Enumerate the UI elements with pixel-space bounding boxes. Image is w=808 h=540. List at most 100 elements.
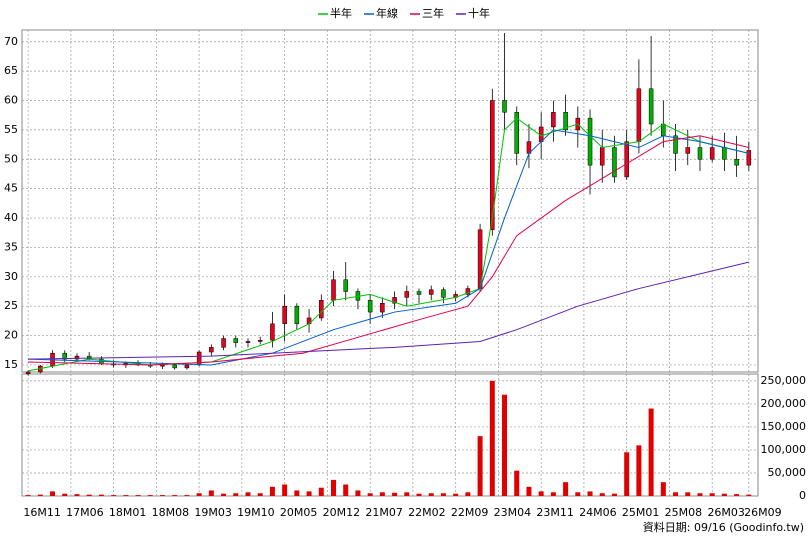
candle-body — [648, 88, 654, 125]
candle-body — [514, 112, 519, 154]
bar — [355, 490, 361, 496]
bar — [563, 482, 569, 496]
x-tick-label: 26M03 — [707, 506, 745, 519]
candle-body — [490, 100, 495, 231]
bar — [465, 492, 471, 496]
candle-body — [331, 279, 336, 301]
y-tick-label: 35 — [4, 240, 18, 253]
x-tick-label: 18M08 — [152, 506, 190, 519]
candle-body — [233, 338, 239, 343]
candle-body — [636, 88, 642, 142]
bar — [489, 380, 495, 496]
x-tick-label: 23M11 — [536, 506, 574, 519]
bar — [159, 495, 165, 496]
legend-label: 半年 — [330, 6, 352, 20]
y-tick-label: 45 — [4, 182, 18, 195]
candle-body — [343, 279, 348, 292]
bar — [428, 493, 434, 496]
price-frame — [21, 29, 759, 373]
bar — [282, 484, 288, 496]
candle-body — [221, 338, 226, 348]
bar — [440, 493, 446, 496]
y-tick-label: 0 — [799, 489, 806, 502]
legend-label: 三年 — [422, 6, 444, 20]
y-tick-label: 25 — [4, 299, 18, 312]
candle-body — [661, 123, 666, 137]
y-tick-label: 30 — [4, 270, 18, 283]
y-tick-label: 60 — [4, 94, 18, 107]
x-tick-label: 22M02 — [408, 506, 446, 519]
candle-body — [25, 371, 31, 375]
candle-body — [428, 289, 434, 295]
bar — [636, 445, 642, 496]
candle-body — [367, 300, 373, 313]
candle-body — [245, 341, 251, 343]
candle-body — [599, 147, 605, 166]
x-tick-label: 19M03 — [194, 506, 232, 519]
bar — [331, 479, 337, 496]
x-tick-label: 23M04 — [494, 506, 532, 519]
candle-body — [502, 100, 507, 113]
x-tick-label: 20M12 — [323, 506, 361, 519]
bar — [721, 493, 727, 496]
bar — [269, 486, 275, 496]
bar — [379, 492, 385, 496]
candle-body — [270, 323, 275, 341]
bar — [208, 490, 214, 496]
x-tick-label: 25M01 — [622, 506, 660, 519]
bar — [416, 493, 422, 496]
bar — [709, 493, 715, 496]
candle-body — [160, 364, 165, 367]
candle-body — [734, 159, 739, 166]
bar — [526, 486, 532, 496]
bar — [477, 436, 483, 496]
candle-body — [294, 305, 300, 325]
bar — [98, 494, 104, 496]
bar — [392, 492, 398, 496]
y-tick-label: 65 — [4, 64, 18, 77]
bar — [648, 408, 654, 496]
bar — [514, 470, 520, 496]
bar — [37, 494, 43, 496]
candle-body — [465, 288, 471, 295]
bar — [587, 491, 593, 496]
candle-body — [612, 147, 617, 178]
candle-body — [746, 150, 752, 166]
bar — [123, 495, 129, 496]
annotation: 資料日期: 09/16 (Goodinfo.tw) — [643, 520, 804, 534]
bar — [233, 493, 239, 496]
candle-body — [587, 117, 593, 166]
ma-line — [28, 135, 749, 366]
bar — [221, 493, 227, 496]
legend-label: 十年 — [468, 6, 490, 20]
x-tick-label: 18M01 — [109, 506, 147, 519]
candle-body — [673, 135, 678, 154]
y-tick-label: 200,000 — [761, 397, 807, 410]
bar — [184, 495, 190, 496]
bar — [86, 494, 92, 496]
x-tick-label: 17M06 — [66, 506, 104, 519]
y-tick-label: 50 — [4, 152, 18, 165]
bar — [62, 493, 68, 496]
bar — [502, 394, 508, 496]
bar — [25, 495, 31, 496]
bar — [624, 452, 630, 496]
candle-body — [209, 347, 214, 353]
bar — [74, 494, 80, 496]
bar — [538, 491, 544, 496]
bar — [343, 484, 349, 496]
bar — [746, 494, 752, 496]
candle-body — [441, 289, 446, 298]
candle-body — [563, 112, 568, 131]
candle-body — [722, 147, 727, 160]
bar — [673, 492, 679, 496]
y-tick-label: 15 — [4, 358, 18, 371]
y-tick-label: 250,000 — [761, 374, 807, 387]
x-tick-label: 16M11 — [23, 506, 61, 519]
bar — [172, 495, 178, 496]
candle-body — [257, 340, 263, 342]
candle-body — [404, 291, 410, 298]
candle-body — [685, 147, 691, 154]
y-tick-label: 40 — [4, 211, 18, 224]
bar — [734, 494, 740, 496]
